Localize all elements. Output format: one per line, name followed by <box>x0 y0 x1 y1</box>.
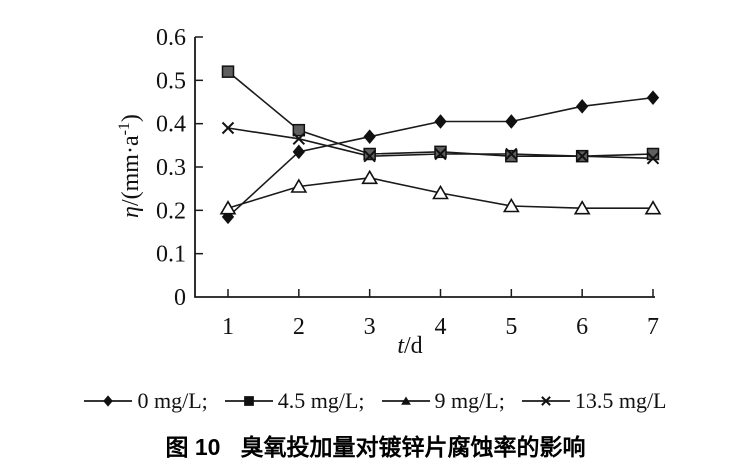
svg-text:4: 4 <box>434 314 446 340</box>
svg-text:η/(mm·a-1): η/(mm·a-1) <box>116 114 144 218</box>
legend-cross-line-icon <box>521 393 570 409</box>
svg-text:0.1: 0.1 <box>156 242 186 268</box>
legend-label: 4.5 mg/L; <box>277 388 365 413</box>
svg-text:0.3: 0.3 <box>156 155 186 181</box>
figure-title: 臭氧投加量对镀锌片腐蚀率的影响 <box>240 434 586 460</box>
svg-text:t/d: t/d <box>397 333 422 359</box>
legend-label: 13.5 mg/L <box>574 388 667 413</box>
legend-triangle-line-icon <box>381 393 430 409</box>
legend-label: 0 mg/L; <box>137 388 208 413</box>
legend-label: 9 mg/L; <box>434 388 505 413</box>
figure-caption: 图 10 臭氧投加量对镀锌片腐蚀率的影响 <box>0 428 751 462</box>
svg-text:7: 7 <box>647 314 659 340</box>
svg-text:0.5: 0.5 <box>156 68 186 94</box>
svg-text:3: 3 <box>364 314 376 340</box>
legend-item-13-5mg: 13.5 mg/L <box>521 388 667 414</box>
legend-diamond-line-icon <box>84 393 133 409</box>
svg-text:5: 5 <box>505 314 517 340</box>
svg-text:0.4: 0.4 <box>156 112 186 138</box>
ozone-corrosion-rate-line-chart: 0 0.1 0.2 0.3 0.4 0.5 0.6 1 2 3 4 5 6 7 t/d η/(mm·a-1) <box>116 25 662 359</box>
svg-text:0.2: 0.2 <box>156 198 186 224</box>
svg-text:0.6: 0.6 <box>156 25 186 51</box>
legend-item-9mg: 9 mg/L; <box>381 388 505 414</box>
legend-square-line-icon <box>224 393 273 409</box>
legend-item-4-5mg: 4.5 mg/L; <box>224 388 365 414</box>
chart-legend: 0 mg/L; 4.5 mg/L; 9 mg/L; 13.5 mg/L <box>0 388 751 414</box>
svg-text:1: 1 <box>222 314 234 340</box>
figure-number: 图 10 <box>165 434 221 460</box>
svg-text:6: 6 <box>576 314 588 340</box>
svg-text:0: 0 <box>174 285 186 311</box>
svg-text:2: 2 <box>293 314 305 340</box>
legend-item-0mg: 0 mg/L; <box>84 388 208 414</box>
